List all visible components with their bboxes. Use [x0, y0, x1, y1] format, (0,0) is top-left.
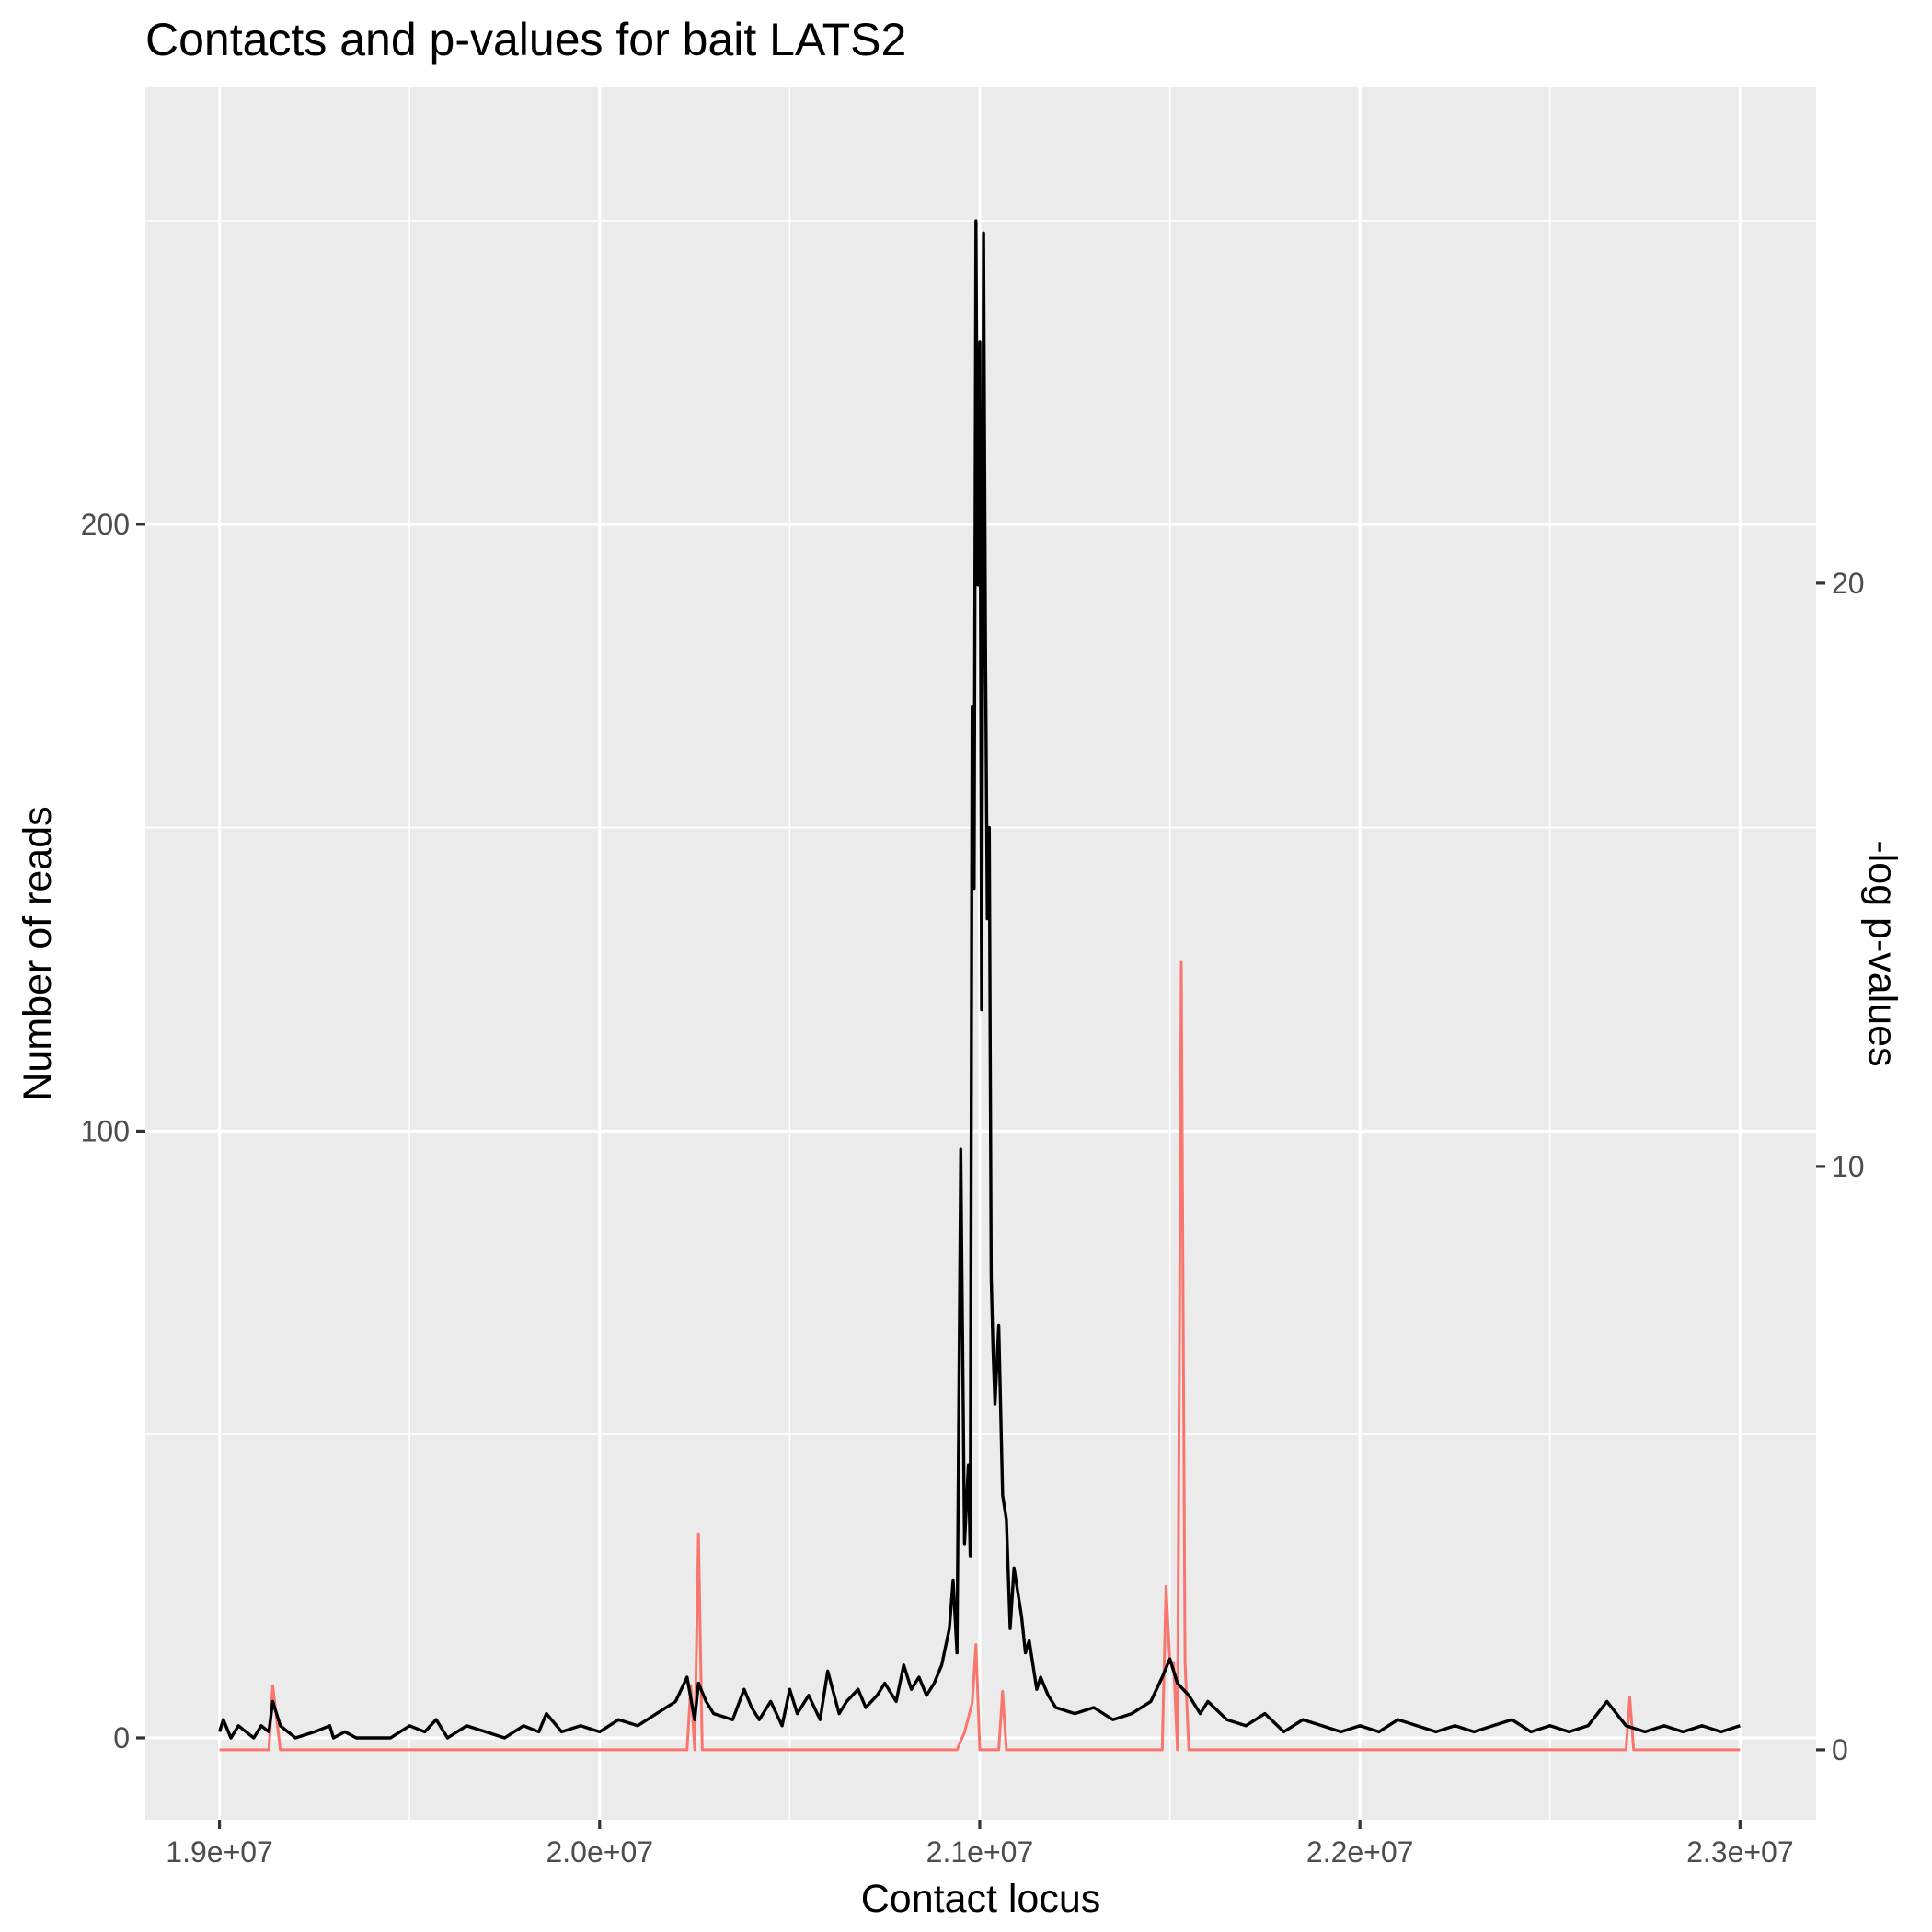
y2-tick-label: 20 [1832, 567, 1865, 600]
reads-series-line [217, 219, 1741, 1740]
x-tick-label: 1.9e+07 [166, 1835, 273, 1869]
y2-tick-label: 0 [1832, 1733, 1848, 1766]
y-tick-label: 200 [81, 508, 130, 541]
pvalue-series-line [219, 960, 1741, 1752]
x-tick-label: 2.3e+07 [1686, 1835, 1794, 1869]
y-tick-label: 100 [81, 1114, 130, 1147]
y2-tick-label: 10 [1832, 1150, 1865, 1183]
y-tick-label: 0 [113, 1721, 130, 1754]
x-tick-label: 2.1e+07 [926, 1835, 1034, 1869]
chart-title: Contacts and p-values for bait LATS2 [145, 14, 906, 65]
y2-axis-title: -log p-values [1860, 840, 1904, 1066]
y-axis-title: Number of reads [16, 806, 60, 1100]
x-axis-title: Contact locus [861, 1877, 1101, 1921]
x-tick-label: 2.0e+07 [546, 1835, 653, 1869]
x-tick-label: 2.2e+07 [1306, 1835, 1414, 1869]
